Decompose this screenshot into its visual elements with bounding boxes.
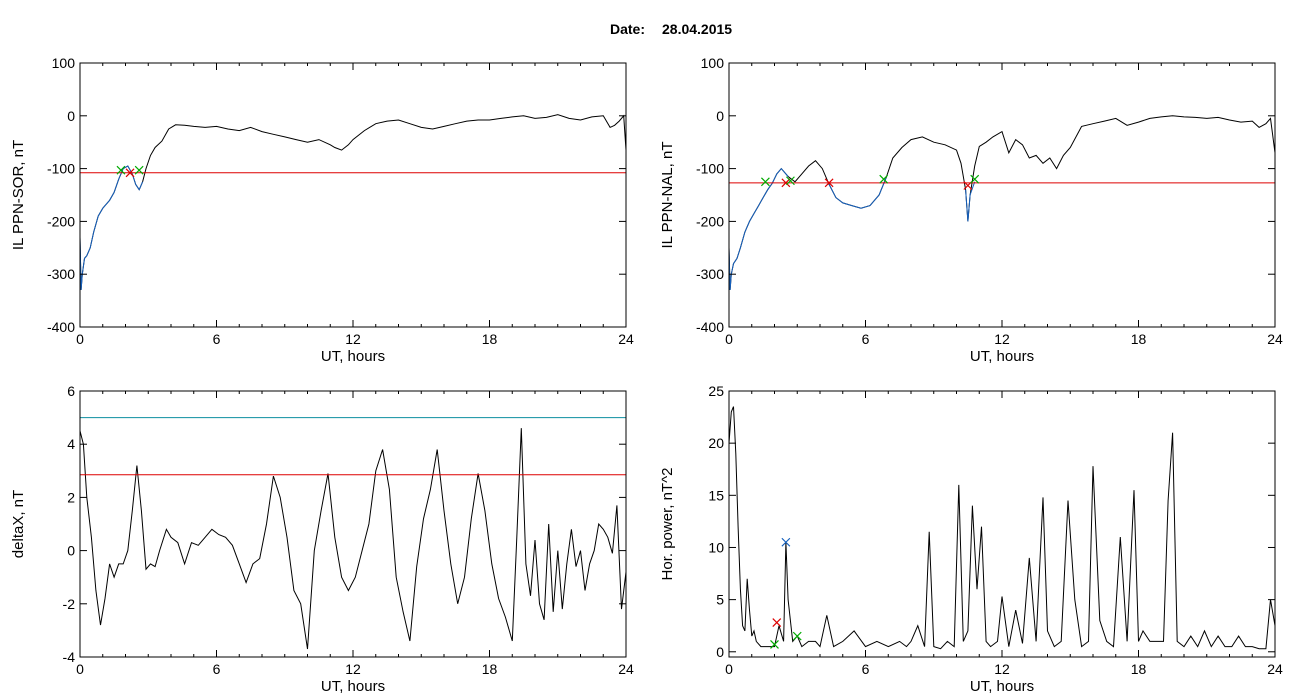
series-line-1 <box>80 428 626 650</box>
y-tick-label: 4 <box>67 436 75 452</box>
y-tick-label: 100 <box>52 55 76 71</box>
cross-marker <box>116 165 126 175</box>
cross-marker <box>134 165 144 175</box>
x-tick-label: 0 <box>725 331 733 347</box>
x-tick-label: 24 <box>618 331 634 347</box>
x-tick-label: 6 <box>862 661 870 677</box>
x-tick-label: 6 <box>213 661 221 677</box>
x-tick-label: 18 <box>1131 331 1147 347</box>
y-tick-label: 10 <box>708 539 724 555</box>
x-tick-label: 0 <box>76 661 84 677</box>
x-tick-label: 18 <box>482 661 498 677</box>
y-tick-label: 25 <box>708 383 724 399</box>
y-tick-label: -300 <box>47 266 75 282</box>
x-tick-label: 12 <box>345 661 361 677</box>
cross-marker <box>772 618 782 628</box>
series-line-1 <box>729 115 1275 291</box>
y-tick-label: 0 <box>67 543 75 559</box>
series-line-2 <box>729 167 789 291</box>
y-tick-label: -200 <box>47 213 75 229</box>
y-tick-label: 5 <box>716 592 724 608</box>
x-tick-label: 24 <box>1267 331 1283 347</box>
x-tick-label: 6 <box>862 331 870 347</box>
y-axis-title: IL PPN-NAL, nT <box>659 142 676 249</box>
x-tick-label: 12 <box>345 331 361 347</box>
date-label: Date: <box>610 21 645 37</box>
y-tick-label: 6 <box>67 383 75 399</box>
y-tick-label: 0 <box>67 108 75 124</box>
cross-marker <box>781 178 791 188</box>
x-axis-title: UT, hours <box>321 678 385 695</box>
y-tick-label: 100 <box>701 55 725 71</box>
y-tick-label: 2 <box>67 489 75 505</box>
x-tick-label: 18 <box>1131 661 1147 677</box>
plot-frame <box>79 62 627 328</box>
cross-marker <box>792 631 802 641</box>
y-axis-title: deltaX, nT <box>10 490 27 558</box>
date-value: 28.04.2015 <box>662 21 732 37</box>
cross-marker <box>781 537 791 547</box>
plot-frame <box>728 62 1276 328</box>
chart-panel-1: 0 6 12 18 24 -400 -300 -200 -100 0 100 UT, hours IL … <box>10 55 634 365</box>
x-tick-label: 12 <box>994 331 1010 347</box>
x-tick-label: 12 <box>994 661 1010 677</box>
x-tick-label: 6 <box>213 331 221 347</box>
y-tick-label: -2 <box>63 596 76 612</box>
y-tick-label: -400 <box>47 319 75 335</box>
x-axis-title: UT, hours <box>970 678 1034 695</box>
series-line-2 <box>80 165 144 291</box>
y-axis-title: IL PPN-SOR, nT <box>10 140 27 250</box>
series-group <box>80 417 626 650</box>
x-axis-title: UT, hours <box>321 348 385 365</box>
y-tick-label: -100 <box>47 161 75 177</box>
y-tick-label: 0 <box>716 108 724 124</box>
series-group <box>80 114 626 291</box>
cross-marker <box>786 176 795 186</box>
x-tick-label: 24 <box>1267 661 1283 677</box>
y-tick-label: 0 <box>716 644 724 660</box>
plot-frame <box>728 390 1276 658</box>
cross-marker <box>770 640 779 649</box>
series-group <box>729 115 1275 291</box>
y-tick-label: 20 <box>708 435 724 451</box>
cross-marker <box>760 177 770 187</box>
y-tick-label: -100 <box>696 161 724 177</box>
y-tick-label: -400 <box>696 319 724 335</box>
x-tick-label: 24 <box>618 661 634 677</box>
cross-marker <box>125 168 135 178</box>
series-line-1 <box>80 114 626 291</box>
y-tick-label: -300 <box>696 266 724 282</box>
cross-marker <box>824 178 834 188</box>
series-line-3 <box>828 177 887 209</box>
x-tick-label: 0 <box>725 661 733 677</box>
series-group <box>729 390 1275 650</box>
y-axis-title: Hor. power, nT^2 <box>659 468 676 581</box>
series-line-1 <box>729 406 1275 650</box>
chart-panel-4: 0 6 12 18 24 0 5 10 15 20 25 UT, hours Hor. power, n… <box>659 383 1283 695</box>
series-line-4 <box>965 181 976 222</box>
y-tick-label: 15 <box>708 487 724 503</box>
x-tick-label: 18 <box>482 331 498 347</box>
cross-marker <box>970 174 980 184</box>
x-tick-label: 0 <box>76 331 84 347</box>
y-tick-label: -4 <box>63 649 76 665</box>
x-axis-title: UT, hours <box>970 348 1034 365</box>
chart-panel-2: 0 6 12 18 24 -400 -300 -200 -100 0 100 UT, hours IL … <box>659 55 1283 365</box>
cross-marker <box>879 174 889 184</box>
y-tick-label: -200 <box>696 213 724 229</box>
